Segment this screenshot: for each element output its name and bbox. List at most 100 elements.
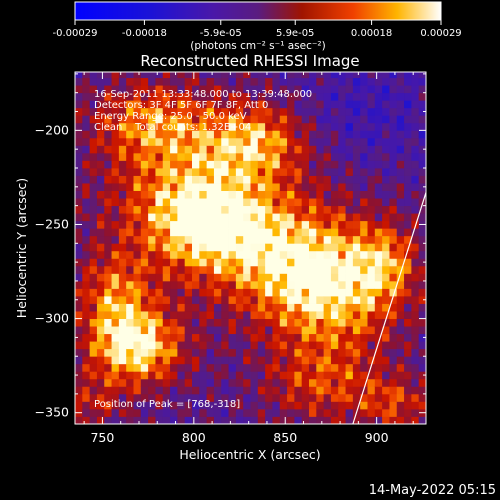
- heatmap-cell: [272, 288, 281, 297]
- heatmap-cell: [228, 92, 237, 101]
- heatmap-cell: [287, 326, 295, 335]
- heatmap-cell: [243, 386, 251, 395]
- heatmap-cell: [177, 115, 186, 124]
- heatmap-cell: [389, 378, 398, 387]
- heatmap-cell: [309, 190, 317, 199]
- heatmap-cell: [323, 152, 332, 161]
- heatmap-cell: [118, 416, 127, 424]
- heatmap-cell: [287, 130, 295, 139]
- heatmap-cell: [133, 250, 142, 259]
- heatmap-cell: [418, 356, 426, 365]
- heatmap-cell: [243, 243, 251, 252]
- heatmap-cell: [265, 100, 273, 109]
- heatmap-cell: [184, 152, 193, 161]
- heatmap-cell: [404, 243, 412, 252]
- heatmap-cell: [140, 303, 149, 312]
- heatmap-cell: [199, 175, 208, 184]
- heatmap-cell: [301, 160, 310, 169]
- heatmap-cell: [111, 190, 120, 199]
- heatmap-cell: [418, 92, 426, 101]
- heatmap-cell: [89, 130, 98, 139]
- heatmap-cell: [287, 265, 295, 274]
- heatmap-cell: [396, 243, 405, 252]
- heatmap-cell: [294, 265, 303, 274]
- heatmap-cell: [265, 401, 273, 410]
- colorbar-tick-label: 5.9e-05: [276, 28, 314, 39]
- heatmap-cell: [140, 235, 149, 244]
- heatmap-cell: [118, 235, 127, 244]
- heatmap-cell: [155, 371, 164, 380]
- heatmap-cell: [316, 356, 325, 365]
- heatmap-cell: [82, 416, 91, 424]
- heatmap-cell: [265, 228, 273, 237]
- heatmap-cell: [418, 303, 426, 312]
- heatmap-cell: [272, 326, 281, 335]
- heatmap-cell: [352, 341, 361, 350]
- heatmap-cell: [243, 280, 251, 289]
- heatmap-cell: [316, 220, 325, 229]
- heatmap-cell: [206, 258, 215, 267]
- heatmap-cell: [330, 220, 339, 229]
- heatmap-cell: [75, 371, 83, 380]
- heatmap-cell: [257, 341, 266, 350]
- heatmap-cell: [418, 348, 426, 357]
- heatmap-cell: [323, 100, 332, 109]
- heatmap-cell: [360, 348, 368, 357]
- heatmap-cell: [118, 213, 127, 222]
- heatmap-cell: [294, 250, 303, 259]
- heatmap-cell: [111, 183, 120, 191]
- heatmap-cell: [199, 213, 208, 222]
- heatmap-cell: [396, 341, 405, 350]
- heatmap-cell: [287, 341, 295, 350]
- heatmap-cell: [104, 107, 112, 116]
- heatmap-cell: [345, 130, 354, 139]
- heatmap-cell: [287, 228, 295, 237]
- heatmap-cell: [367, 401, 376, 410]
- heatmap-cell: [148, 280, 156, 289]
- heatmap-cell: [345, 145, 354, 154]
- heatmap-cell: [316, 100, 325, 109]
- heatmap-cell: [89, 72, 98, 79]
- heatmap-cell: [367, 280, 376, 289]
- heatmap-cell: [279, 92, 288, 101]
- heatmap-cell: [155, 235, 164, 244]
- heatmap-cell: [279, 371, 288, 380]
- heatmap-cell: [170, 137, 178, 146]
- heatmap-cell: [243, 160, 251, 169]
- heatmap-cell: [155, 333, 164, 342]
- colorbar-tick-label: -0.00029: [53, 28, 98, 39]
- heatmap-cell: [272, 280, 281, 289]
- heatmap-cell: [382, 130, 390, 139]
- heatmap-cell: [287, 122, 295, 131]
- heatmap-cell: [104, 393, 112, 402]
- heatmap-cell: [184, 348, 193, 357]
- heatmap-cell: [170, 393, 178, 402]
- heatmap-cell: [184, 137, 193, 146]
- heatmap-cell: [411, 72, 420, 79]
- heatmap-cell: [294, 137, 303, 146]
- heatmap-cell: [104, 265, 112, 274]
- heatmap-cell: [235, 130, 244, 139]
- heatmap-cell: [148, 258, 156, 267]
- heatmap-cell: [126, 288, 134, 297]
- heatmap-cell: [213, 107, 222, 116]
- heatmap-cell: [184, 220, 193, 229]
- heatmap-cell: [177, 303, 186, 312]
- heatmap-cell: [75, 190, 83, 199]
- heatmap-cell: [257, 243, 266, 252]
- heatmap-cell: [345, 72, 354, 79]
- heatmap-cell: [148, 401, 156, 410]
- heatmap-cell: [352, 273, 361, 282]
- heatmap-cell: [206, 326, 215, 335]
- heatmap-cell: [404, 115, 412, 124]
- heatmap-cell: [250, 168, 259, 176]
- heatmap-cell: [104, 152, 112, 161]
- heatmap-cell: [404, 348, 412, 357]
- heatmap-cell: [272, 183, 281, 191]
- heatmap-cell: [243, 92, 251, 101]
- heatmap-cell: [404, 92, 412, 101]
- heatmap-cell: [75, 85, 83, 94]
- heatmap-cell: [148, 72, 156, 79]
- heatmap-cell: [338, 85, 346, 94]
